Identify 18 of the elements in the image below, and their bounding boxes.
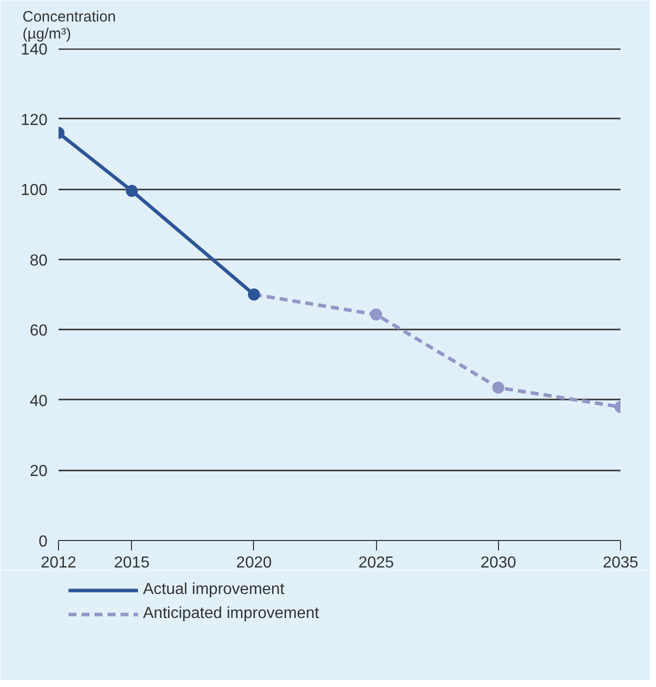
y-tick-label: 80 [30,252,48,270]
y-tick-label: 140 [20,42,48,58]
legend-label: Actual improvement [143,581,284,599]
x-tick-label: 2012 [40,554,76,572]
y-tick-label: 20 [30,463,48,480]
x-tick-label: 2030 [480,554,516,572]
x-tick-label: 2015 [114,554,150,572]
y-tick-label: 120 [20,112,48,129]
x-tick-label: 2035 [602,554,638,572]
y-tick-label: 40 [30,392,48,410]
x-tick-label: 2025 [358,554,394,572]
y-axis-title: Concentration (µg/m³) [22,8,116,42]
y-tick-label: 100 [20,182,48,200]
legend-label: Anticipated improvement [143,605,320,623]
y-tick-label: 0 [38,534,48,550]
x-tick-label: 2020 [236,554,272,572]
y-tick-label: 60 [30,322,48,340]
point [370,308,382,321]
